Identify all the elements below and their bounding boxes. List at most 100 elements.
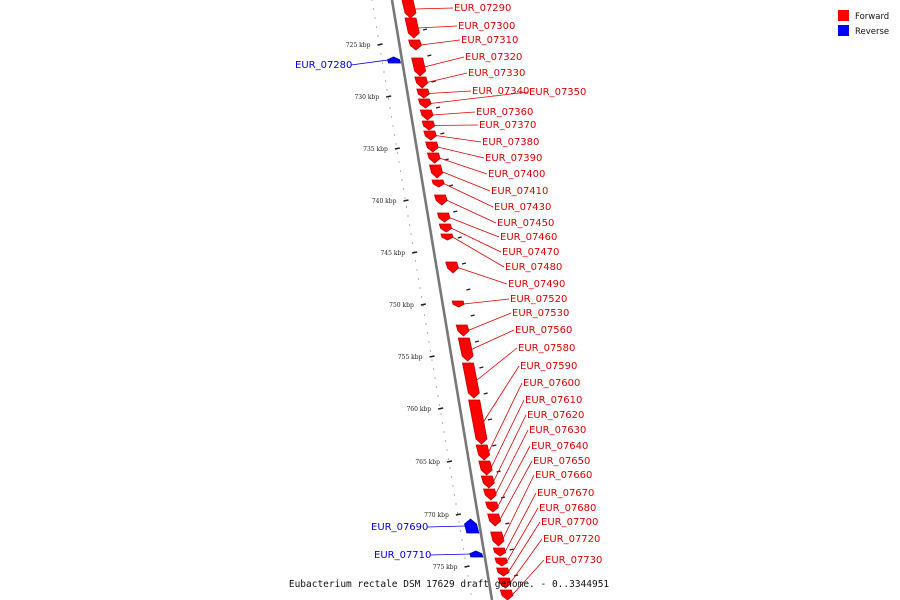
gene-arrow <box>436 212 451 223</box>
gene-label: EUR_07310 <box>461 35 518 46</box>
leader-line <box>426 72 468 83</box>
leader-line <box>502 474 535 540</box>
legend-reverse-label: Reverse <box>855 27 889 37</box>
gene-arrow <box>401 0 417 19</box>
scale-tick <box>464 565 470 568</box>
leader-line <box>417 25 458 29</box>
gene-label: EUR_07350 <box>529 87 586 98</box>
leader-line <box>463 298 510 305</box>
leader-line <box>482 365 520 423</box>
gene-label: EUR_07590 <box>520 361 577 372</box>
gene-arrow <box>423 130 437 141</box>
leader-line <box>511 559 545 596</box>
gene-arrow <box>455 324 470 337</box>
scale-tick <box>438 407 444 410</box>
gene-label: EUR_07630 <box>529 425 586 436</box>
gene-arrow <box>480 475 495 489</box>
legend-reverse-swatch <box>838 25 849 36</box>
gene-arrow <box>414 76 429 89</box>
gene-arrow <box>431 179 445 188</box>
scale-tick <box>386 95 392 98</box>
leader-line <box>450 227 502 253</box>
gene-arrow <box>426 152 441 164</box>
gene-arrow <box>492 547 507 557</box>
scale-tick-label: 730 kbp <box>354 94 379 101</box>
gene-label: EUR_07290 <box>454 3 511 14</box>
gene-label: EUR_07330 <box>468 68 525 79</box>
leader-line <box>492 414 527 483</box>
leader-line <box>497 445 531 508</box>
gene-features <box>387 0 514 600</box>
gene-label: EUR_07690 <box>371 522 428 533</box>
legend-forward-swatch <box>838 10 849 21</box>
scale-tick <box>403 199 409 202</box>
gene-label: EUR_07560 <box>515 325 572 336</box>
gene-label: EUR_07600 <box>523 378 580 389</box>
gene-label: EUR_07610 <box>525 395 582 406</box>
gene-label: EUR_07340 <box>472 86 529 97</box>
gene-arrow <box>499 589 514 600</box>
leader-line <box>428 90 472 94</box>
gene-arrow <box>496 567 510 577</box>
gene-label: EUR_07280 <box>295 60 352 71</box>
gene-arrow <box>416 88 430 99</box>
gene-label: EUR_07720 <box>543 534 600 545</box>
gene-arrow <box>411 57 427 77</box>
gene-arrow <box>451 300 465 308</box>
leader-line <box>429 553 471 556</box>
gene-label: EUR_07320 <box>465 52 522 63</box>
gene-arrow <box>485 501 499 513</box>
leader-line <box>495 429 529 495</box>
gene-label: EUR_07430 <box>494 202 551 213</box>
scale-tick <box>420 303 426 306</box>
gene-label: EUR_07620 <box>527 410 584 421</box>
gene-arrow <box>490 531 505 547</box>
gene-label: EUR_07480 <box>505 262 562 273</box>
gene-label: EUR_07710 <box>374 550 431 561</box>
leader-line <box>507 521 541 573</box>
gene-label: EUR_07410 <box>491 186 548 197</box>
gene-arrow <box>494 557 508 567</box>
label-leader-lines <box>350 7 545 596</box>
gene-label: EUR_07530 <box>512 308 569 319</box>
gene-label: EUR_07450 <box>497 218 554 229</box>
leader-line <box>420 39 461 46</box>
gene-label: EUR_07360 <box>476 107 533 118</box>
leader-line <box>414 7 454 10</box>
leader-line <box>432 111 476 116</box>
leader-line <box>350 59 389 66</box>
leader-line <box>446 199 497 224</box>
gene-label: EUR_07380 <box>482 137 539 148</box>
scale-tick-label: 735 kbp <box>363 146 388 153</box>
gene-label: EUR_07660 <box>535 470 592 481</box>
gene-arrow <box>445 261 459 274</box>
gene-arrow <box>457 337 474 362</box>
gene-arrow <box>425 141 439 153</box>
gene-label: EUR_07680 <box>539 503 596 514</box>
gene-label: EUR_07370 <box>479 120 536 131</box>
leader-line <box>509 538 543 584</box>
gene-labels: EUR_07280 EUR_07290 EUR_07300 EUR_07310 EUR_… <box>295 3 602 566</box>
gene-label: EUR_07700 <box>541 517 598 528</box>
leader-line <box>457 267 508 285</box>
scale-tick-label: 775 kbp <box>433 564 458 571</box>
gene-arrow <box>497 577 512 589</box>
leader-line <box>426 525 466 528</box>
gene-arrow <box>438 223 453 233</box>
legend-forward-label: Forward <box>855 12 889 22</box>
gene-arrow <box>408 39 422 51</box>
gene-arrow <box>478 460 493 476</box>
leader-line <box>441 171 491 192</box>
scale-tick <box>429 355 435 358</box>
scale-tick <box>446 460 453 463</box>
leader-line <box>467 312 512 331</box>
scale-tick <box>455 513 461 516</box>
gene-arrow <box>387 56 402 64</box>
gene-label: EUR_07470 <box>502 247 559 258</box>
leader-line <box>504 492 537 553</box>
gene-label: EUR_07400 <box>488 169 545 180</box>
scale-tick-label: 770 kbp <box>424 512 449 519</box>
scale-tick-label: 725 kbp <box>346 42 371 49</box>
gene-arrow <box>487 513 502 527</box>
gene-label: EUR_07460 <box>500 232 557 243</box>
